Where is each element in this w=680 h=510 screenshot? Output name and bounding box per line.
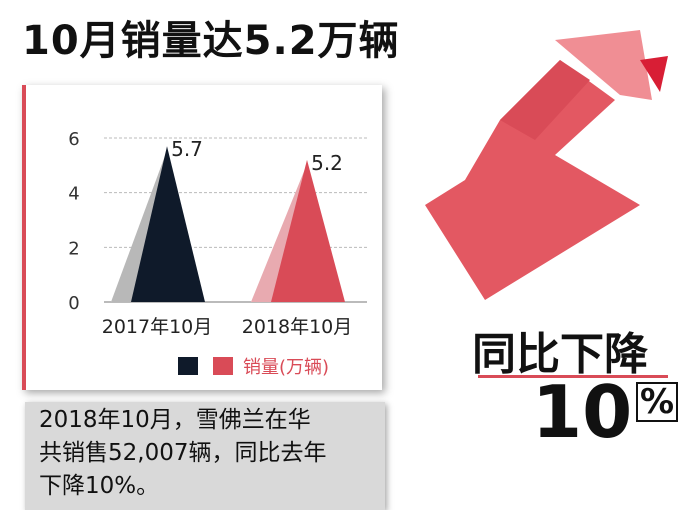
label-layer: 5.7 5.2 bbox=[171, 137, 343, 175]
sales-chart: 0 2 4 6 5.7 5.2 2017年10月 2018年10月 销量(万辆) bbox=[68, 129, 367, 378]
card-accent-bar bbox=[22, 85, 26, 390]
legend-swatch-red bbox=[213, 357, 233, 375]
category-label: 2017年10月 bbox=[102, 316, 213, 338]
decline-label: 同比下降 bbox=[472, 329, 648, 380]
data-label: 5.2 bbox=[311, 151, 343, 175]
bar bbox=[131, 146, 205, 302]
tick-layer: 0 2 4 6 bbox=[68, 129, 79, 314]
decline-percent: 10 % bbox=[532, 370, 679, 454]
note-text: 2018年10月，雪佛兰在华 共销售52,007辆，同比去年 下降10%。 bbox=[39, 404, 379, 503]
legend-label: 销量(万辆) bbox=[243, 357, 329, 378]
y-tick-label: 6 bbox=[68, 129, 79, 150]
category-label: 2018年10月 bbox=[242, 316, 353, 338]
note-line-2: 共销售52,007辆，同比去年 bbox=[39, 440, 327, 466]
legend-swatch-dark bbox=[178, 357, 198, 375]
down-arrow-icon bbox=[425, 30, 668, 300]
decline-number: 10 bbox=[532, 370, 633, 454]
note-box: 2018年10月，雪佛兰在华 共销售52,007辆，同比去年 下降10%。 bbox=[25, 402, 385, 510]
decline-underline bbox=[478, 375, 668, 378]
bar-layer bbox=[111, 146, 345, 302]
y-tick-label: 2 bbox=[68, 238, 79, 259]
y-tick-label: 4 bbox=[68, 184, 79, 205]
page-title: 10月销量达5.2万辆 bbox=[22, 18, 400, 64]
category-layer: 2017年10月 2018年10月 bbox=[102, 316, 353, 338]
note-line-3: 下降10%。 bbox=[39, 473, 160, 499]
y-tick-label: 0 bbox=[68, 293, 79, 314]
data-label: 5.7 bbox=[171, 137, 203, 161]
percent-sign: % bbox=[636, 382, 679, 422]
note-line-1: 2018年10月，雪佛兰在华 bbox=[39, 407, 311, 433]
bar bbox=[271, 159, 345, 302]
legend-layer: 销量(万辆) bbox=[178, 357, 329, 378]
